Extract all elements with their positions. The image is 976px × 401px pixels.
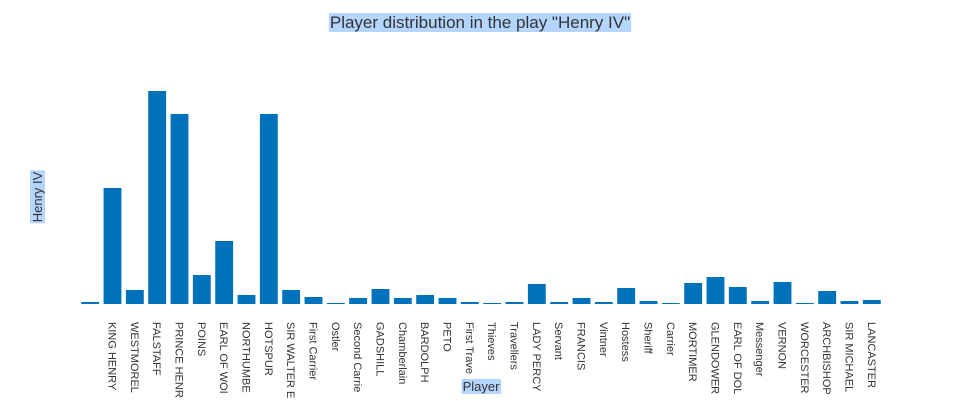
x-tick-label: Ostler bbox=[329, 322, 341, 352]
bar bbox=[125, 290, 144, 304]
bar bbox=[393, 298, 412, 304]
bar bbox=[259, 114, 278, 304]
x-tick-label: VERNON bbox=[776, 322, 788, 369]
x-tick-label: WESTMOREL bbox=[128, 322, 140, 393]
bar bbox=[728, 287, 747, 304]
x-tick-label: Carrier bbox=[664, 322, 676, 356]
x-axis-title: Player bbox=[463, 379, 501, 394]
bar bbox=[751, 301, 770, 304]
text-highlight bbox=[328, 13, 632, 32]
bar bbox=[148, 91, 167, 304]
x-tick-label: ARCHBISHOP bbox=[820, 322, 832, 395]
bar bbox=[460, 302, 479, 304]
x-tick-label: Vintner bbox=[597, 322, 609, 357]
bar bbox=[795, 303, 814, 304]
x-tick-label: PRINCE HENR bbox=[173, 322, 185, 398]
bar bbox=[483, 303, 502, 304]
x-tick-label: GLENDOWER bbox=[709, 322, 721, 394]
x-tick-label: LANCASTER bbox=[865, 322, 877, 388]
x-tick-label: EARL OF DOL bbox=[731, 322, 743, 394]
x-tick-label: WORCESTER bbox=[798, 322, 810, 394]
bar bbox=[215, 241, 234, 304]
x-tick-label: SIR WALTER E bbox=[284, 322, 296, 398]
x-tick-label: Sheriff bbox=[642, 322, 654, 355]
x-tick-label: SIR MICHAEL bbox=[843, 322, 855, 392]
chart-title: Player distribution in the play "Henry I… bbox=[330, 13, 630, 32]
x-tick-label: EARL OF WOI bbox=[217, 322, 229, 394]
x-tick-label: BARDOLPH bbox=[418, 322, 430, 383]
text-highlight bbox=[461, 379, 502, 394]
x-tick-label: First Carrier bbox=[307, 322, 319, 380]
x-tick-label: Second Carrie bbox=[351, 322, 363, 392]
bar bbox=[617, 288, 636, 304]
bar bbox=[527, 284, 546, 304]
x-tick-label: HOTSPUR bbox=[262, 322, 274, 376]
x-tick-label: KING HENRY bbox=[106, 322, 118, 391]
bar bbox=[594, 302, 613, 304]
bar bbox=[572, 298, 591, 304]
x-tick-label: LADY PERCY bbox=[530, 322, 542, 392]
bar bbox=[840, 301, 859, 304]
x-tick-label: Travellers bbox=[508, 322, 520, 370]
bar bbox=[304, 297, 323, 304]
bar bbox=[773, 282, 792, 304]
text-highlight bbox=[30, 170, 45, 224]
bar bbox=[103, 188, 122, 304]
x-tick-label: Thieves bbox=[485, 322, 497, 361]
bar bbox=[349, 298, 368, 304]
bar bbox=[862, 300, 881, 304]
x-tick-label: Messenger bbox=[753, 322, 765, 377]
bar bbox=[170, 114, 189, 304]
bar bbox=[661, 303, 680, 304]
x-tick-label: Hostess bbox=[619, 322, 631, 362]
bar bbox=[81, 302, 100, 304]
x-tick-label: PETO bbox=[441, 322, 453, 352]
bar bbox=[818, 291, 837, 304]
x-tick-label: FALSTAFF bbox=[150, 322, 162, 376]
bar bbox=[416, 295, 435, 304]
bar bbox=[371, 289, 390, 304]
x-tick-label: GADSHILL bbox=[374, 322, 386, 376]
bar bbox=[282, 290, 301, 304]
x-tick-label: Chamberlain bbox=[396, 322, 408, 384]
x-tick-label: FRANCIS bbox=[575, 322, 587, 370]
y-axis-title: Henry IV bbox=[30, 171, 45, 222]
bar bbox=[550, 302, 569, 304]
bar bbox=[438, 298, 457, 304]
bar bbox=[326, 303, 345, 304]
x-tick-label: MORTIMER bbox=[686, 322, 698, 382]
bar bbox=[192, 275, 211, 304]
bar bbox=[639, 301, 658, 304]
x-tick-label: Servant bbox=[552, 322, 564, 360]
bar bbox=[505, 302, 524, 304]
x-tick-label: First Trave bbox=[463, 322, 475, 374]
bar bbox=[237, 295, 256, 304]
bar bbox=[706, 277, 725, 304]
x-tick-label: POINS bbox=[195, 322, 207, 356]
bar bbox=[684, 283, 703, 304]
x-tick-label: NORTHUMBE bbox=[240, 322, 252, 393]
